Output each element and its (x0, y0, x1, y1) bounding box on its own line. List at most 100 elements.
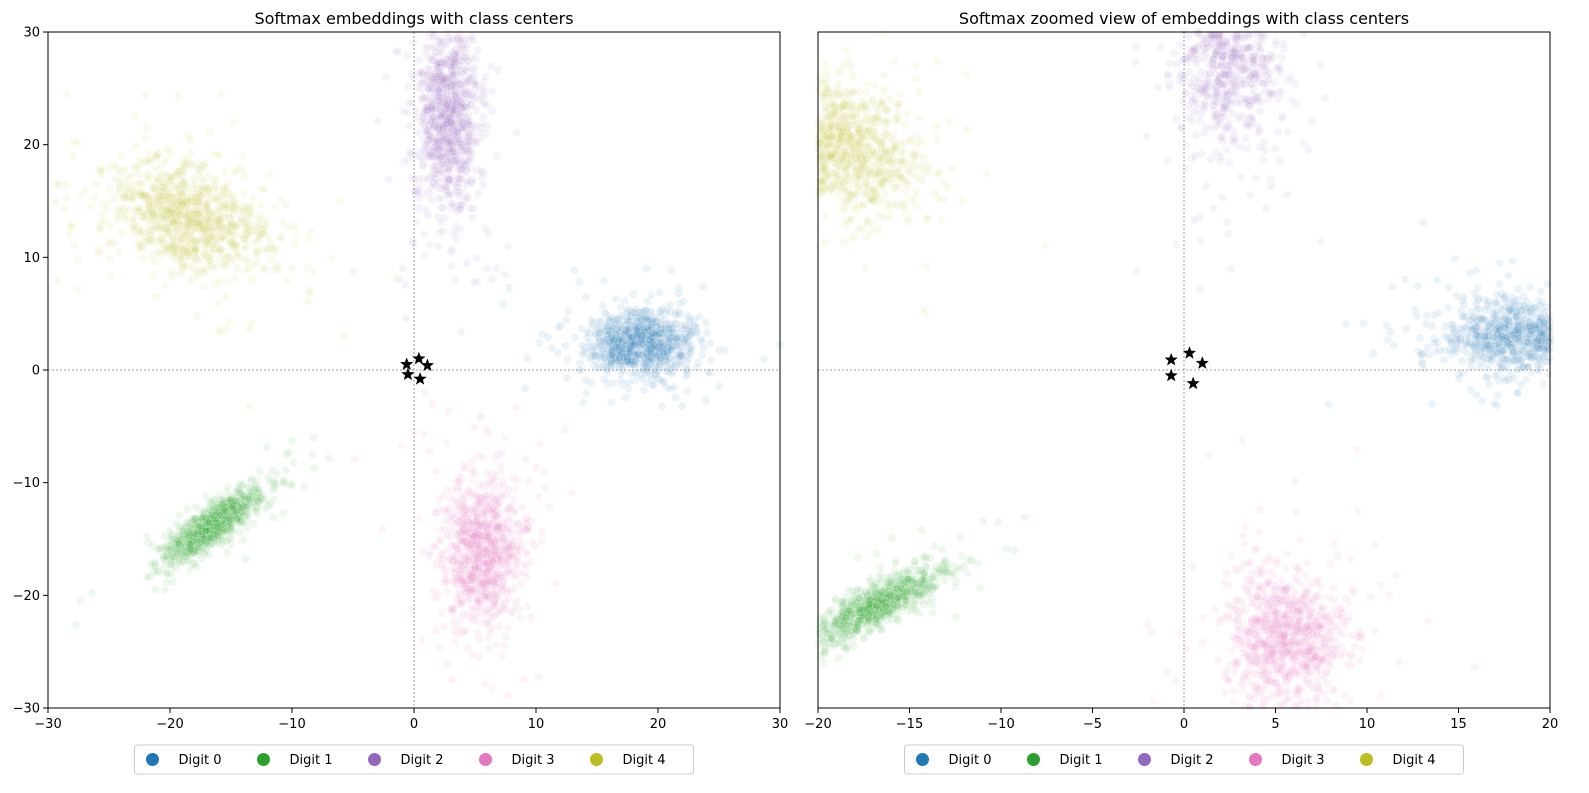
data-point (611, 354, 621, 364)
data-point (650, 361, 659, 371)
data-point (473, 165, 482, 175)
data-point (220, 292, 230, 301)
data-point (643, 361, 652, 370)
data-point (492, 640, 501, 650)
data-point (587, 315, 596, 325)
data-point (663, 338, 673, 348)
y-tick-label: −30 (13, 702, 40, 717)
data-point (635, 319, 645, 329)
data-point (479, 112, 488, 121)
data-point (452, 476, 461, 486)
data-point (621, 327, 630, 336)
data-point (645, 352, 654, 361)
data-point (408, 348, 418, 357)
data-point (633, 327, 643, 337)
data-point (647, 335, 657, 345)
data-point (641, 368, 651, 378)
data-point (139, 208, 148, 217)
data-point (140, 233, 149, 243)
data-point (179, 526, 188, 535)
data-point (644, 348, 654, 358)
data-point (619, 345, 629, 355)
data-point (522, 455, 531, 464)
data-point (428, 56, 438, 65)
data-point (589, 343, 598, 352)
data-point (223, 548, 232, 557)
data-point (538, 329, 547, 339)
data-point (487, 537, 496, 547)
data-point (562, 373, 572, 383)
data-point (577, 324, 586, 333)
data-point (633, 323, 642, 333)
data-point (491, 264, 501, 273)
data-point (655, 288, 664, 297)
data-point (494, 482, 504, 491)
data-point (496, 466, 506, 476)
data-point (460, 464, 469, 473)
data-point (665, 320, 674, 329)
data-point (656, 339, 665, 348)
data-point (618, 336, 628, 345)
data-point (662, 304, 671, 314)
data-point (216, 245, 226, 254)
data-point (677, 401, 687, 411)
data-point (625, 312, 635, 322)
data-point (262, 443, 271, 452)
data-point (667, 369, 676, 379)
data-point (654, 366, 663, 375)
data-point (621, 308, 631, 318)
data-point (449, 577, 459, 586)
data-point (615, 351, 624, 361)
data-point (642, 353, 651, 362)
data-point (1341, 319, 1351, 329)
data-point (590, 350, 600, 360)
data-point (168, 577, 178, 586)
data-point (223, 482, 232, 491)
data-point (425, 240, 434, 249)
data-point (178, 210, 187, 219)
data-point (475, 635, 484, 644)
data-point (670, 356, 679, 365)
data-point (1422, 311, 1431, 320)
data-point (611, 333, 621, 343)
data-point (173, 181, 183, 191)
data-point (423, 126, 433, 135)
data-point (215, 151, 224, 160)
data-point (651, 347, 660, 356)
data-point (486, 628, 496, 638)
y-tick-label: −20 (13, 589, 40, 604)
data-point (652, 333, 662, 343)
data-point (151, 585, 160, 594)
data-point (649, 342, 659, 351)
data-point (485, 608, 494, 618)
data-point (463, 193, 473, 202)
data-point (496, 583, 505, 593)
data-point (607, 357, 617, 367)
data-point (488, 556, 498, 565)
data-point (1543, 369, 1553, 379)
data-point (625, 352, 635, 362)
data-point (645, 340, 655, 349)
data-point (183, 504, 192, 514)
data-point (759, 354, 769, 364)
data-point (612, 330, 621, 340)
data-point (450, 276, 460, 285)
data-point (606, 352, 615, 362)
data-point (526, 613, 536, 622)
data-point (440, 574, 450, 584)
data-point (675, 299, 684, 308)
data-point (190, 218, 200, 227)
data-point (705, 338, 715, 348)
data-point (483, 468, 492, 478)
data-point (148, 270, 157, 279)
data-point (656, 352, 666, 362)
data-point (625, 347, 634, 357)
data-point (1458, 369, 1467, 378)
data-point (623, 346, 633, 355)
data-point (61, 180, 70, 190)
data-point (279, 479, 289, 489)
data-point (614, 336, 624, 346)
data-point (425, 446, 435, 456)
data-point (522, 548, 532, 557)
data-point (655, 375, 665, 384)
